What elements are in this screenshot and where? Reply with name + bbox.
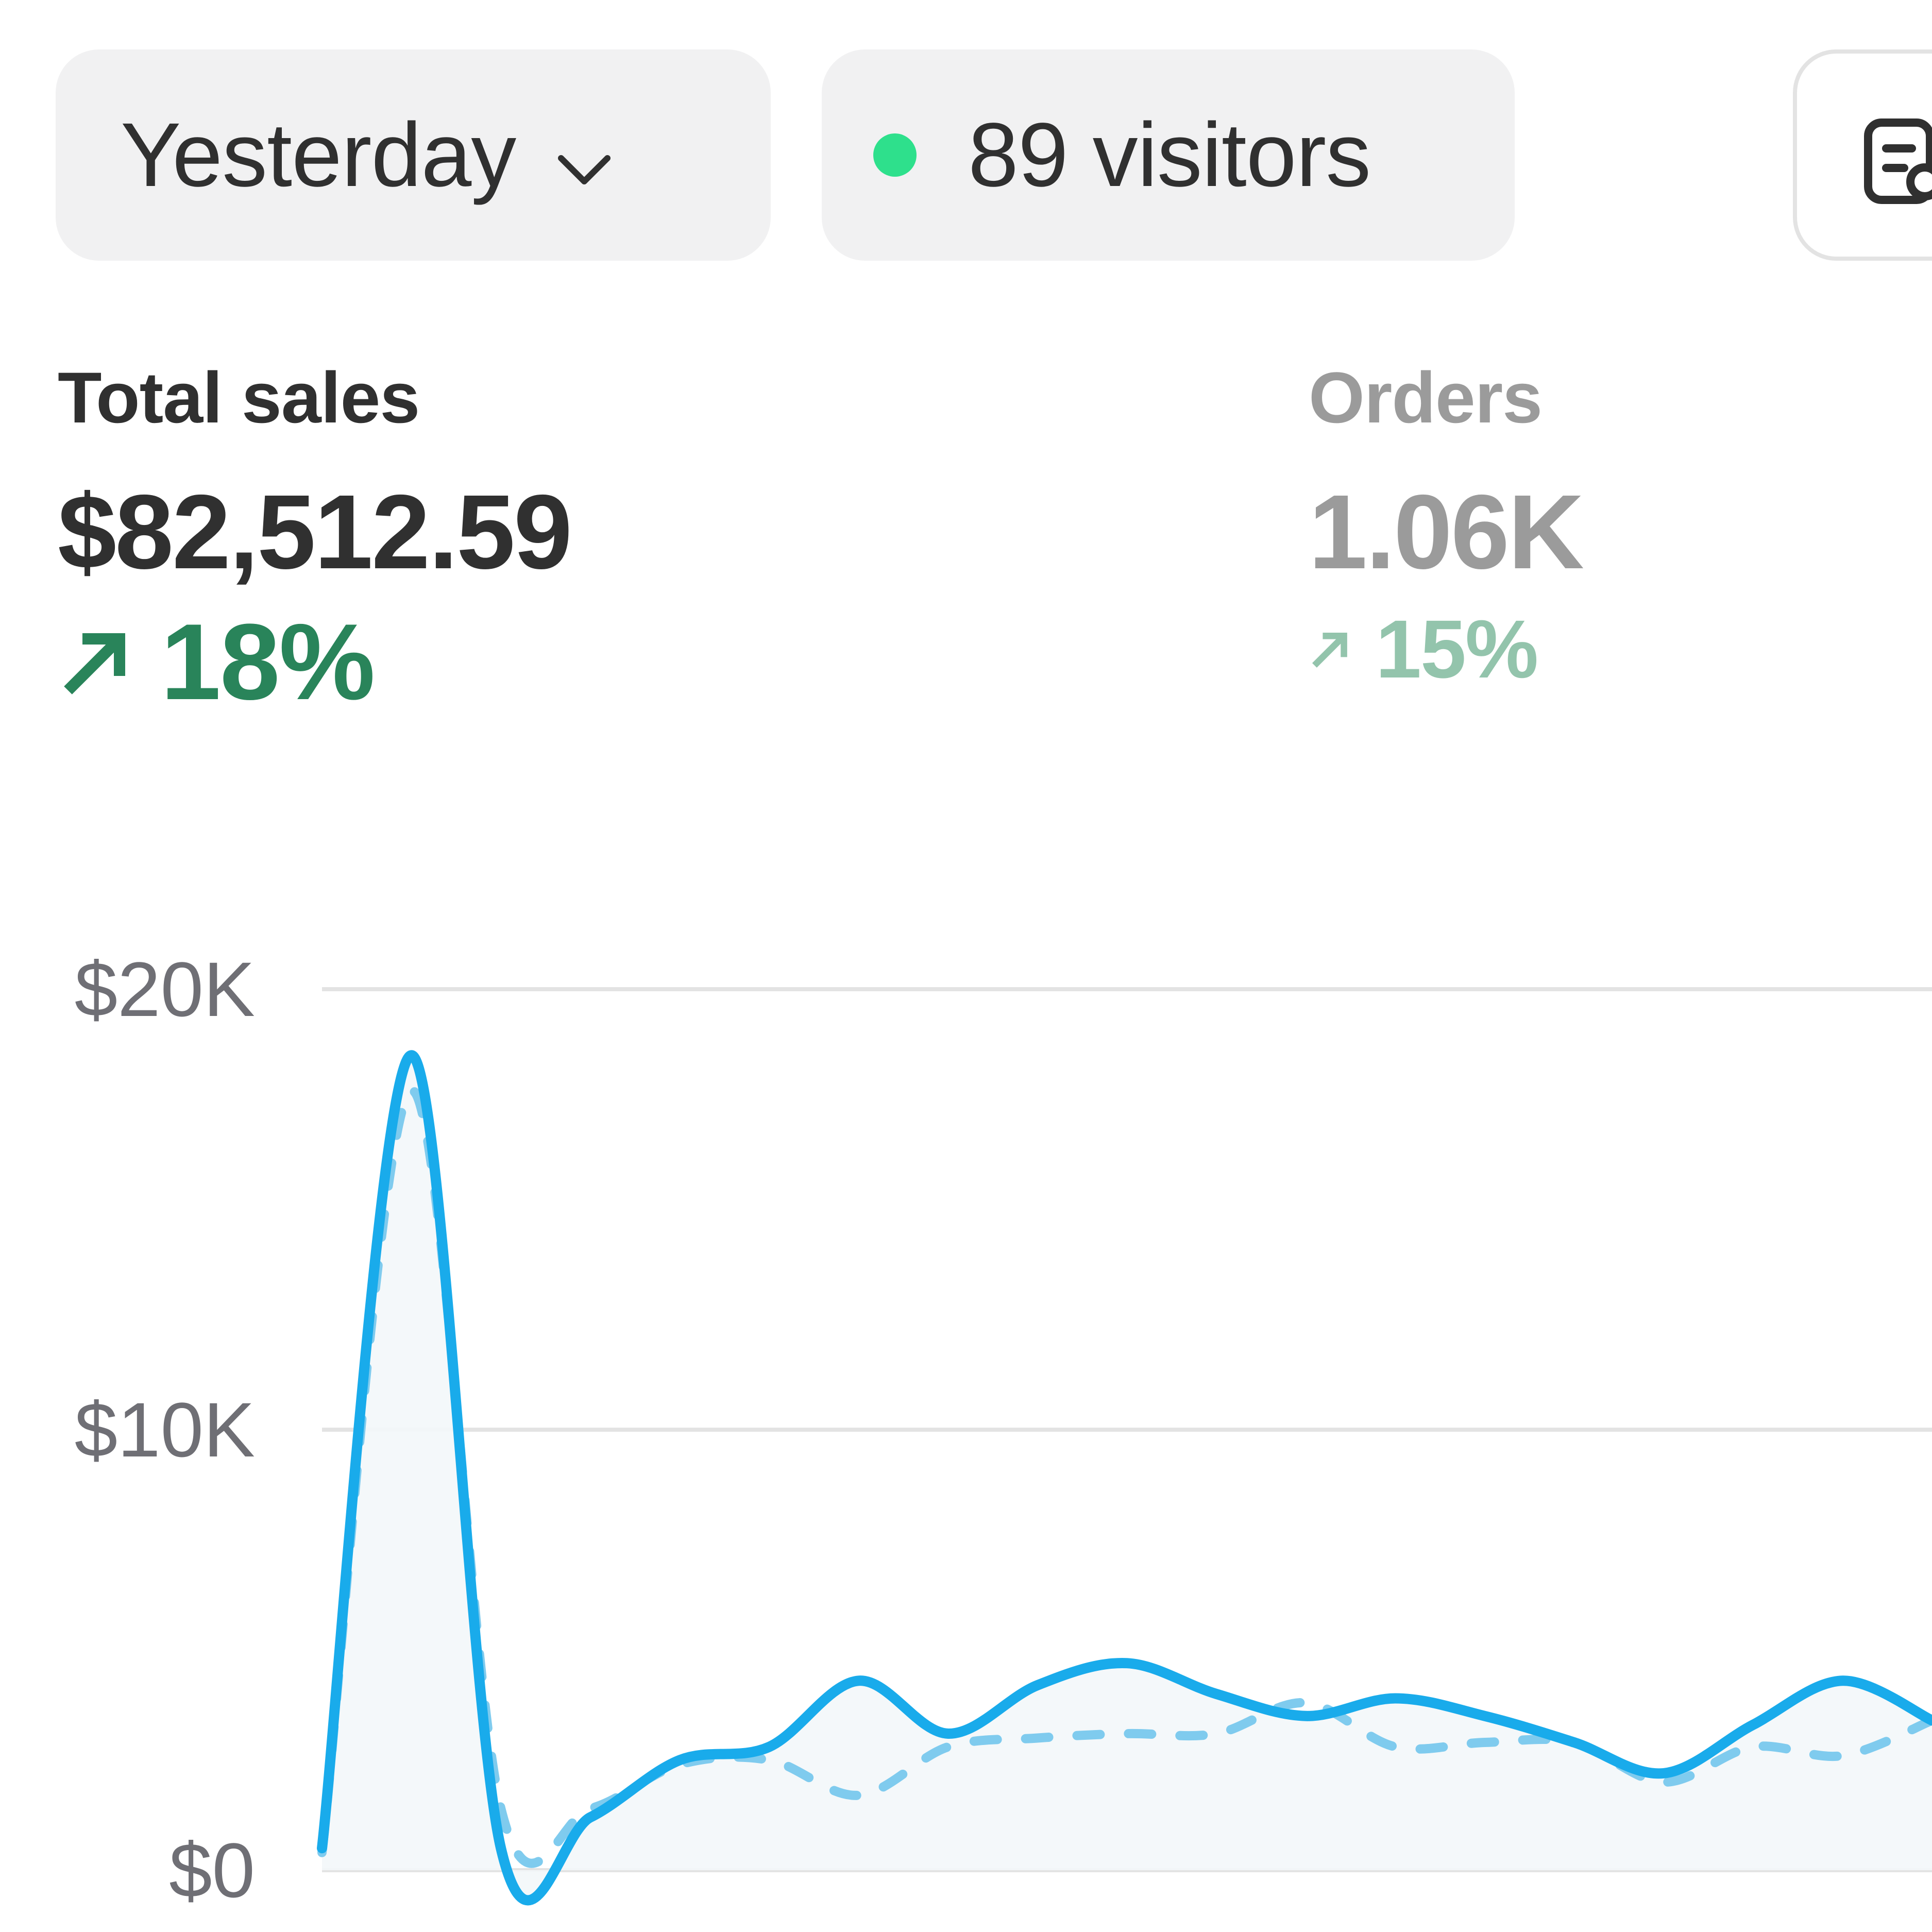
chevron-down-icon: [556, 105, 613, 209]
arrow-up-right-icon: [1312, 633, 1347, 668]
live-status-dot: [873, 133, 917, 177]
sales-line-chart: $0 $10K $20K: [75, 946, 1932, 1913]
orders-label: Orders: [1309, 357, 1543, 438]
total-sales-label: Total sales: [58, 357, 420, 438]
total-sales-change: 18%: [58, 601, 375, 722]
y-tick-label: $10K: [75, 1386, 255, 1473]
live-visitors-badge[interactable]: 89 visitors: [822, 49, 1515, 261]
orders-value: 1.06K: [1309, 473, 1584, 591]
report-button[interactable]: [1793, 49, 1932, 261]
arrow-up-right-icon: [64, 633, 125, 694]
y-tick-label: $0: [169, 1827, 255, 1913]
date-range-label: Yesterday: [121, 105, 516, 206]
orders-change: 15%: [1309, 603, 1538, 695]
y-tick-label: $20K: [75, 946, 255, 1032]
date-range-selector[interactable]: Yesterday: [56, 49, 771, 261]
total-sales-change-value: 18%: [161, 601, 375, 722]
orders-change-value: 15%: [1376, 603, 1538, 695]
report-icon: [1863, 117, 1932, 208]
current-series-line: [317, 1050, 1932, 1906]
visitors-count: 89 visitors: [968, 105, 1371, 206]
total-sales-value: $82,512.59: [58, 473, 572, 591]
